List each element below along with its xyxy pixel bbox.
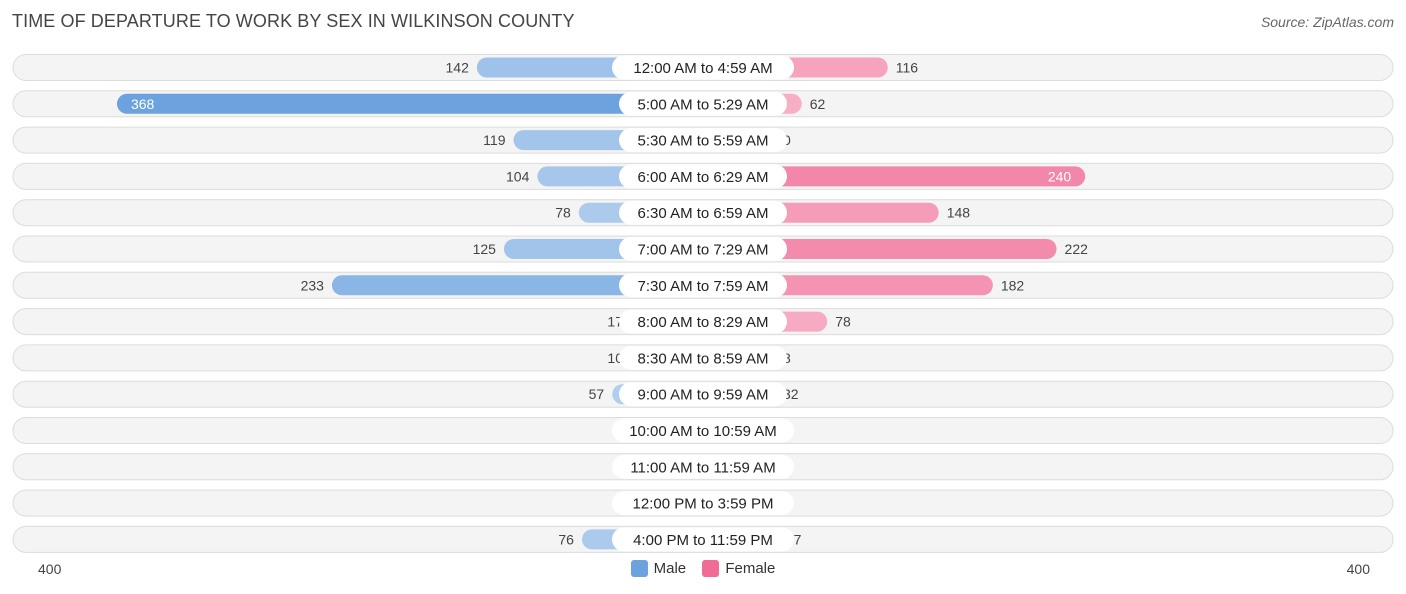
category-label: 6:00 AM to 6:29 AM — [638, 169, 769, 186]
category-label-box — [619, 345, 787, 370]
legend-item-female: Female — [702, 560, 775, 577]
value-label-male: 78 — [555, 205, 571, 221]
legend-swatch-female — [702, 560, 720, 577]
legend-item-male: Male — [630, 560, 687, 577]
bar-female — [703, 166, 1086, 187]
value-label-male: 104 — [506, 168, 530, 184]
category-label: 8:00 AM to 8:29 AM — [638, 314, 769, 331]
legend-swatch-male — [630, 560, 648, 577]
category-label-box — [619, 382, 787, 407]
legend-label-male: Male — [653, 560, 687, 577]
category-label-box — [612, 418, 794, 443]
bar-male — [331, 275, 703, 296]
axis-label-right: 400 — [1346, 561, 1370, 577]
category-label: 12:00 AM to 4:59 AM — [633, 60, 772, 77]
value-label-male: 57 — [589, 386, 605, 402]
value-label-female: 240 — [1048, 168, 1072, 184]
value-label-female: 182 — [1001, 277, 1025, 293]
category-label-box — [612, 527, 794, 552]
category-label-box — [619, 273, 787, 298]
value-label-male: 125 — [473, 241, 497, 257]
category-label: 7:30 AM to 7:59 AM — [638, 278, 769, 295]
category-label-box — [619, 200, 787, 225]
category-label-box — [619, 309, 787, 334]
legend: Male Female — [0, 560, 1406, 581]
value-label-male: 17 — [607, 314, 623, 330]
value-label-male: 76 — [558, 531, 574, 547]
category-label: 7:00 AM to 7:29 AM — [638, 242, 769, 259]
category-label: 8:30 AM to 8:59 AM — [638, 350, 769, 367]
value-label-male: 119 — [483, 132, 506, 148]
category-label: 10:00 AM to 10:59 AM — [629, 423, 777, 440]
chart-title: TIME OF DEPARTURE TO WORK BY SEX IN WILK… — [12, 11, 575, 31]
category-label-box — [612, 454, 794, 479]
category-label-box — [619, 128, 787, 153]
value-label-female: 78 — [835, 314, 851, 330]
category-label: 5:30 AM to 5:59 AM — [638, 133, 769, 150]
value-label-female: 116 — [896, 60, 919, 76]
category-label-box — [612, 55, 794, 80]
value-label-female: 148 — [947, 205, 971, 221]
category-label: 12:00 PM to 3:59 PM — [633, 496, 774, 513]
axis-label-left: 400 — [38, 561, 62, 577]
bar-male — [116, 93, 703, 114]
category-label: 5:00 AM to 5:29 AM — [638, 96, 769, 113]
category-label-box — [619, 237, 787, 261]
legend-label-female: Female — [725, 560, 776, 577]
category-label: 11:00 AM to 11:59 AM — [630, 459, 775, 476]
value-label-female: 222 — [1065, 241, 1089, 257]
value-label-male: 233 — [301, 277, 325, 293]
value-label-female: 32 — [783, 386, 799, 402]
category-label: 4:00 PM to 11:59 PM — [633, 532, 773, 549]
category-label: 6:30 AM to 6:59 AM — [638, 205, 769, 222]
category-label: 9:00 AM to 9:59 AM — [638, 387, 769, 404]
value-label-female: 62 — [810, 96, 826, 112]
bar-female — [703, 239, 1057, 259]
category-label-box — [619, 91, 787, 116]
value-label-male: 10 — [607, 350, 623, 366]
value-label-male: 142 — [446, 60, 470, 76]
value-label-male: 368 — [131, 96, 155, 112]
category-label-box — [619, 164, 787, 189]
category-label-box — [612, 491, 794, 516]
source-label: Source: ZipAtlas.com — [1260, 14, 1394, 30]
